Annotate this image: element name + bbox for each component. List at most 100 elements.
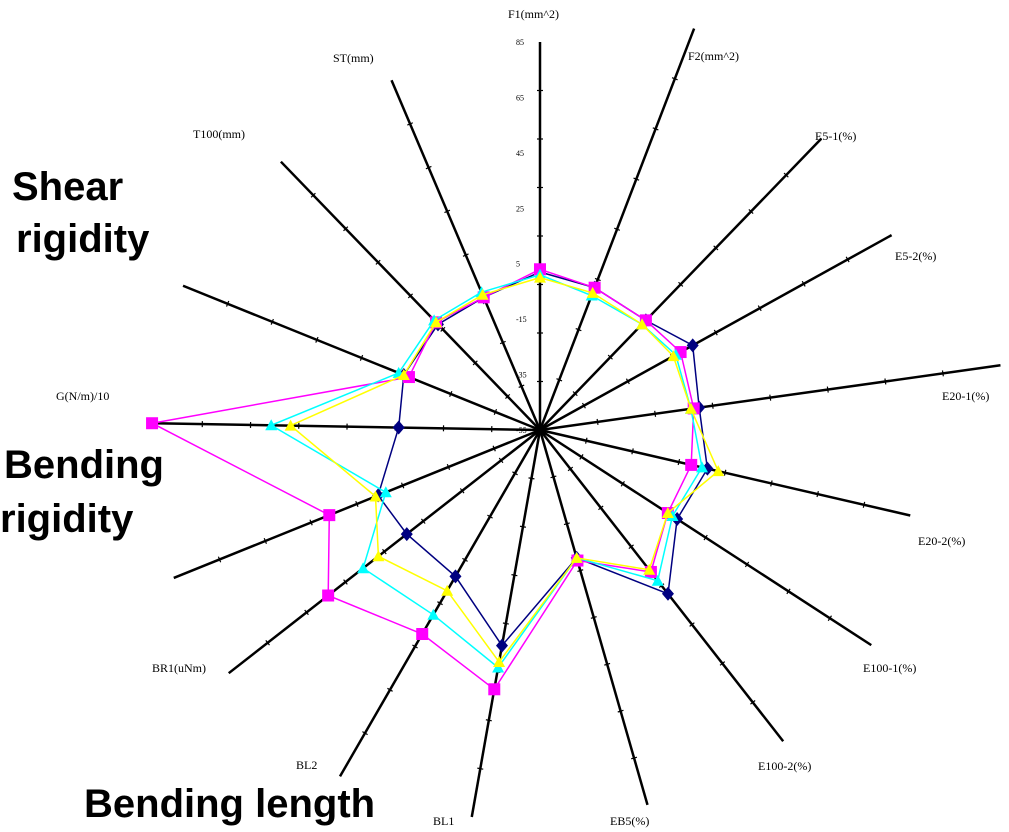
axis-tick bbox=[446, 463, 451, 470]
series-marker-triangle bbox=[643, 563, 656, 575]
axis-label: G(N/m)/10 bbox=[56, 389, 109, 403]
axis-tick bbox=[375, 259, 381, 265]
series-marker-triangle bbox=[476, 288, 489, 300]
axis-label: BL2 bbox=[296, 758, 317, 772]
series-marker-square bbox=[146, 417, 159, 430]
axis-tick bbox=[498, 457, 504, 464]
axis-tick bbox=[631, 448, 634, 455]
axis-tick bbox=[563, 522, 570, 526]
axis-tick bbox=[585, 437, 588, 444]
axis-label: BR1(uNm) bbox=[152, 661, 206, 675]
axis-tick bbox=[590, 616, 597, 619]
axis-tick bbox=[477, 767, 484, 770]
axis-tick bbox=[492, 445, 496, 452]
series-line-3 bbox=[289, 276, 720, 664]
annotation-bending: Bending bbox=[4, 443, 164, 487]
axis-tick bbox=[577, 569, 584, 572]
axis-tick bbox=[757, 305, 762, 312]
axis-tick bbox=[572, 391, 578, 397]
axis-label: E20-1(%) bbox=[942, 389, 989, 403]
series-marker-square bbox=[416, 628, 429, 641]
series-marker-square bbox=[323, 509, 336, 522]
radial-tick-label: 85 bbox=[516, 38, 524, 47]
axis-label: BL1 bbox=[433, 814, 454, 828]
axis-tick bbox=[462, 557, 468, 562]
axis-tick bbox=[604, 662, 611, 666]
axis-tick bbox=[512, 471, 518, 476]
annotation-shear: Shear bbox=[12, 165, 123, 209]
axis-tick bbox=[631, 756, 638, 760]
axis-label: E5-2(%) bbox=[895, 249, 936, 263]
axis-tick bbox=[581, 402, 586, 409]
axis-label: T100(mm) bbox=[193, 127, 245, 141]
axis-tick bbox=[355, 500, 359, 507]
series-marker-triangle bbox=[493, 655, 506, 667]
series-marker-triangle bbox=[357, 562, 370, 574]
axis-tick bbox=[575, 328, 582, 332]
axis-tick bbox=[550, 475, 557, 479]
series-line-1 bbox=[149, 268, 695, 691]
axis-tick bbox=[309, 519, 313, 526]
axis-tick bbox=[617, 709, 624, 713]
series-marker-triangle bbox=[430, 316, 443, 328]
series-marker-square bbox=[488, 683, 501, 696]
axis-tick bbox=[387, 687, 393, 692]
axis-tick bbox=[596, 418, 599, 425]
tick-labels-layer: 85 65 45 25 5 -15 -35 -55 bbox=[516, 38, 527, 435]
axis-tick bbox=[462, 253, 469, 257]
axis-tick bbox=[723, 469, 727, 476]
radial-tick-label: 5 bbox=[516, 260, 520, 269]
series-marker-triangle bbox=[379, 486, 392, 498]
axis-label: E5-1(%) bbox=[815, 129, 856, 143]
radial-tick-label: -55 bbox=[516, 426, 527, 435]
series-marker-triangle bbox=[667, 350, 680, 362]
axis-tick bbox=[425, 165, 432, 170]
axis-labels-layer: F1(mm^2) F2(mm^2) E5-1(%) E5-2(%) E20-1(%) E2… bbox=[56, 7, 989, 828]
axis-tick bbox=[567, 466, 574, 472]
axis-tick bbox=[420, 518, 426, 524]
series-marker-diamond bbox=[686, 338, 699, 353]
axis-tick bbox=[769, 394, 772, 401]
axis-tick bbox=[440, 326, 446, 332]
axis-label: F2(mm^2) bbox=[688, 49, 739, 63]
series-marker-square bbox=[685, 458, 698, 471]
axis-tick bbox=[654, 410, 657, 417]
axis-tick bbox=[412, 644, 418, 649]
axis-tick bbox=[362, 731, 368, 736]
radial-tick-label: 45 bbox=[516, 149, 524, 158]
axis-tick bbox=[400, 482, 405, 489]
series-marker-triangle bbox=[586, 286, 599, 298]
series-marker-triangle bbox=[534, 271, 546, 283]
axis-tick bbox=[449, 390, 453, 397]
series-marker-triangle bbox=[369, 490, 382, 502]
axis-tick bbox=[304, 609, 309, 616]
axis-label: E100-2(%) bbox=[758, 759, 811, 773]
axis-tick bbox=[519, 525, 526, 528]
axis-tick bbox=[225, 300, 230, 307]
axis-tick bbox=[217, 556, 222, 563]
series-marker-triangle bbox=[441, 584, 454, 596]
axis-tick bbox=[826, 386, 829, 393]
axis-tick bbox=[719, 661, 726, 666]
axis-tick bbox=[713, 245, 719, 251]
series-marker-triangle bbox=[570, 551, 583, 563]
axis-tick bbox=[594, 277, 601, 282]
axis-tick bbox=[265, 640, 270, 646]
axis-tick bbox=[703, 534, 708, 541]
axis-tick bbox=[444, 209, 451, 214]
axis-tick bbox=[263, 537, 268, 544]
axis-label: E20-2(%) bbox=[918, 534, 965, 548]
axis-tick bbox=[437, 601, 443, 606]
radial-tick-label: -35 bbox=[516, 371, 527, 380]
axis-tick bbox=[783, 172, 789, 178]
axis-tick bbox=[502, 622, 509, 625]
axis-tick bbox=[518, 384, 525, 389]
axis-tick bbox=[505, 393, 511, 399]
series-line-0 bbox=[377, 271, 709, 647]
axis-label: ST(mm) bbox=[333, 51, 374, 65]
axis-tick bbox=[625, 378, 630, 385]
axis-tick bbox=[598, 505, 604, 511]
axis-tick bbox=[270, 318, 274, 325]
series-marker-triangle bbox=[696, 461, 709, 473]
axis-label: F1(mm^2) bbox=[508, 7, 559, 21]
